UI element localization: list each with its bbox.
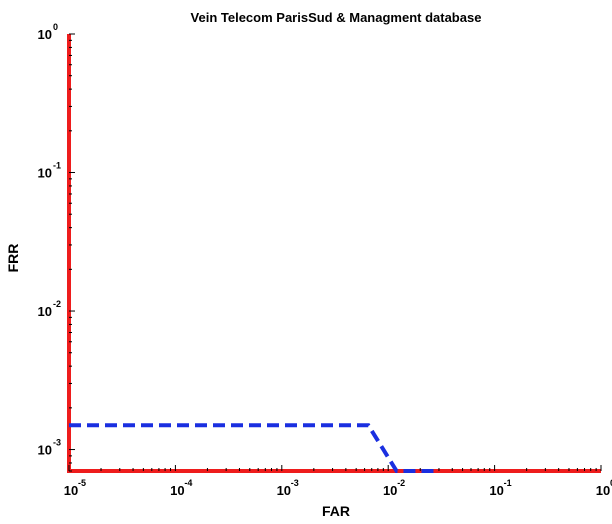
- x-tick-label-base: 10: [170, 483, 184, 498]
- x-tick-label-base: 10: [489, 483, 503, 498]
- x-tick-label-base: 10: [277, 483, 291, 498]
- x-tick-label-exponent: -4: [184, 478, 192, 488]
- y-tick-label-base: 10: [38, 27, 52, 42]
- x-tick-label-base: 10: [596, 483, 610, 498]
- y-tick-label-base: 10: [38, 166, 52, 181]
- x-axis-label: FAR: [322, 503, 350, 519]
- y-tick-label-exponent: -2: [53, 299, 61, 309]
- x-tick-label-exponent: -2: [397, 478, 405, 488]
- series-line-solid-red: [67, 34, 601, 473]
- x-tick-label-base: 10: [64, 483, 78, 498]
- y-tick-label-base: 10: [38, 443, 52, 458]
- chart-title: Vein Telecom ParisSud & Managment databa…: [191, 10, 482, 25]
- x-tick-label-exponent: 0: [610, 478, 612, 488]
- x-tick-label-exponent: -1: [504, 478, 512, 488]
- x-tick-label-exponent: -3: [291, 478, 299, 488]
- x-axis-ticks: 10-510-410-310-210-1100: [64, 465, 612, 498]
- plot-area: [67, 34, 601, 473]
- y-tick-label-exponent: -1: [53, 161, 61, 171]
- x-tick-label-exponent: -5: [78, 478, 86, 488]
- y-axis-label: FRR: [5, 244, 21, 273]
- y-tick-label-base: 10: [38, 304, 52, 319]
- series-line-dashed-blue: [69, 423, 439, 473]
- y-tick-label-exponent: 0: [53, 22, 58, 32]
- x-tick-label-base: 10: [383, 483, 397, 498]
- y-tick-label-exponent: -3: [53, 438, 61, 448]
